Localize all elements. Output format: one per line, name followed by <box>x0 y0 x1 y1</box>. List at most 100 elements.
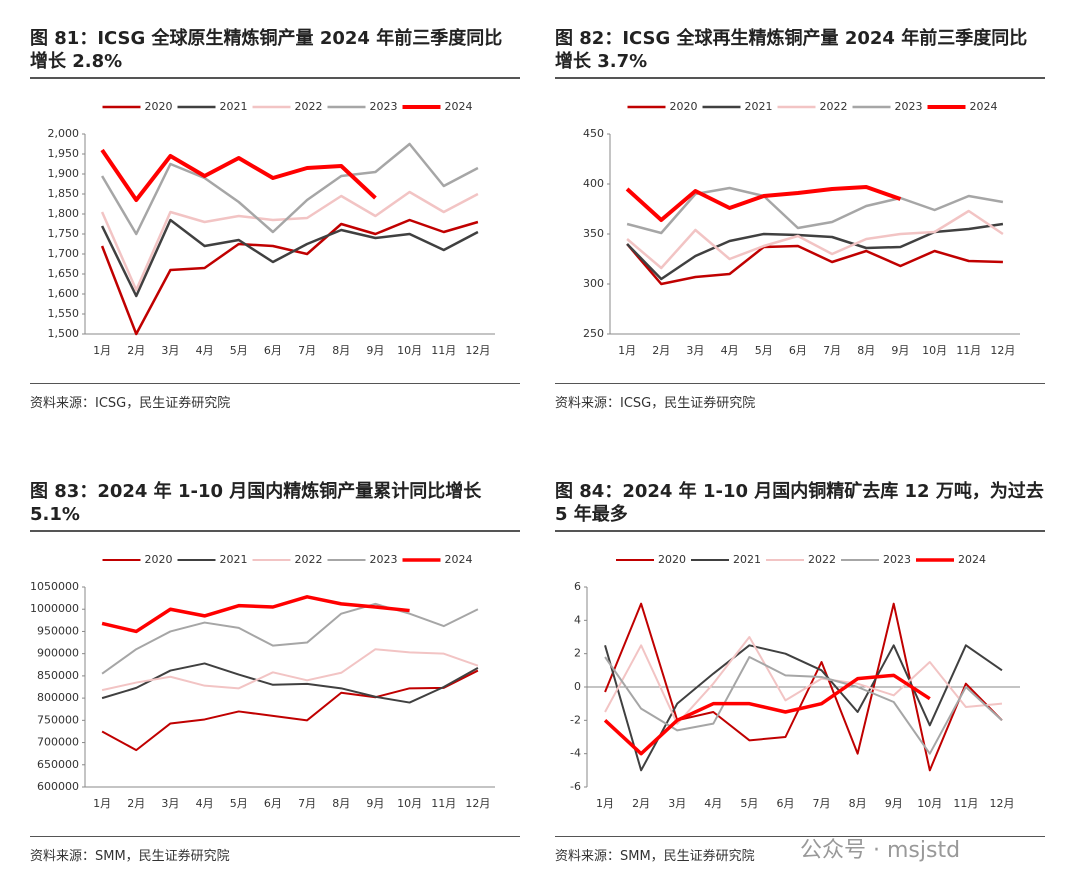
y-tick-label: 950000 <box>37 624 79 637</box>
legend-label: 2022 <box>820 100 848 113</box>
y-tick-label: 700000 <box>37 736 79 749</box>
legend-label: 2024 <box>970 100 998 113</box>
x-tick-label: 6月 <box>789 344 807 357</box>
y-tick-label: 600000 <box>37 780 79 793</box>
x-tick-label: 11月 <box>431 797 456 810</box>
y-tick-label: 1,700 <box>48 247 80 260</box>
legend-label: 2024 <box>445 553 473 566</box>
series-line <box>625 185 902 222</box>
panel: 图 81：ICSG 全球原生精炼铜产量 2024 年前三季度同比增长 2.8% 2… <box>30 27 520 411</box>
x-tick-label: 10月 <box>922 344 947 357</box>
legend-label: 2023 <box>895 100 923 113</box>
source: 资料来源：SMM，民生证券研究院 <box>30 836 520 864</box>
legend-label: 2023 <box>370 553 398 566</box>
x-tick-label: 10月 <box>397 797 422 810</box>
legend-label: 2021 <box>220 100 248 113</box>
y-tick-label: 1,550 <box>48 307 80 320</box>
y-tick-label: 1,650 <box>48 267 80 280</box>
y-tick-label: 750000 <box>37 713 79 726</box>
x-tick-label: 4月 <box>721 344 739 357</box>
y-tick-label: 800000 <box>37 691 79 704</box>
y-tick-label: 350 <box>583 227 604 240</box>
series-line <box>101 602 479 675</box>
y-tick-label: 2 <box>574 647 581 660</box>
x-tick-label: 8月 <box>332 344 350 357</box>
legend-label: 2021 <box>733 553 761 566</box>
y-tick-label: 4 <box>574 613 581 626</box>
chart-title: 图 81：ICSG 全球原生精炼铜产量 2024 年前三季度同比增长 2.8% <box>30 27 520 79</box>
legend-label: 2020 <box>145 553 173 566</box>
x-tick-label: 5月 <box>230 344 248 357</box>
y-tick-label: 650000 <box>37 758 79 771</box>
x-tick-label: 8月 <box>857 344 875 357</box>
x-tick-label: 7月 <box>298 344 316 357</box>
x-tick-label: 3月 <box>686 344 704 357</box>
source: 资料来源：ICSG，民生证券研究院 <box>555 383 1045 411</box>
source: 资料来源：ICSG，民生证券研究院 <box>30 383 520 411</box>
chart: 2020 2021 2022 2023 2024 600000 650000 700000 75… <box>30 553 495 810</box>
series-line <box>101 595 410 634</box>
chart: 2020 2021 2022 2023 2024 -6 -4 -2 0 2 4 6 1月 2月 3月 4月 5月… <box>570 553 1020 810</box>
legend-label: 2021 <box>745 100 773 113</box>
series-line <box>604 644 1003 772</box>
x-tick-label: 5月 <box>740 797 758 810</box>
source: 资料来源：SMM，民生证券研究院 <box>555 836 1045 864</box>
x-tick-label: 8月 <box>332 797 350 810</box>
y-tick-label: -6 <box>570 780 581 793</box>
x-tick-label: 2月 <box>652 344 670 357</box>
y-tick-label: 1,500 <box>48 327 80 340</box>
panel: 图 82：ICSG 全球再生精炼铜产量 2024 年前三季度同比增长 3.7% 2… <box>555 27 1045 411</box>
x-tick-label: 9月 <box>891 344 909 357</box>
legend-label: 2020 <box>670 100 698 113</box>
watermark: 公众号 · msjstd <box>800 838 961 863</box>
x-tick-label: 11月 <box>956 344 981 357</box>
y-tick-label: 6 <box>574 580 581 593</box>
x-tick-label: 10月 <box>397 344 422 357</box>
legend-label: 2022 <box>295 100 323 113</box>
x-tick-label: 9月 <box>885 797 903 810</box>
legend-label: 2023 <box>370 100 398 113</box>
chart-title: 图 84：2024 年 1-10 月国内铜精矿去库 12 万吨，为过去 5 年最… <box>555 480 1045 532</box>
series-line <box>626 186 1004 235</box>
y-tick-label: 1,600 <box>48 287 80 300</box>
chart: 2020 2021 2022 2023 2024 1,500 1,550 1,600 1,650… <box>48 100 495 357</box>
chart-title: 图 83：2024 年 1-10 月国内精炼铜产量累计同比增长 5.1% <box>30 480 520 532</box>
x-tick-label: 1月 <box>93 797 111 810</box>
x-tick-label: 7月 <box>813 797 831 810</box>
chart-title: 图 82：ICSG 全球再生精炼铜产量 2024 年前三季度同比增长 3.7% <box>555 27 1045 79</box>
y-tick-label: 1050000 <box>30 580 79 593</box>
y-tick-label: 1,900 <box>48 167 80 180</box>
legend-label: 2023 <box>883 553 911 566</box>
x-tick-label: 6月 <box>264 344 282 357</box>
x-tick-label: 8月 <box>849 797 867 810</box>
x-tick-label: 1月 <box>618 344 636 357</box>
x-tick-label: 4月 <box>196 797 214 810</box>
series-line <box>101 669 479 752</box>
y-tick-label: 400 <box>583 177 604 190</box>
legend-label: 2022 <box>295 553 323 566</box>
y-tick-label: 1000000 <box>30 602 79 615</box>
x-tick-label: 4月 <box>196 344 214 357</box>
x-tick-label: 11月 <box>953 797 978 810</box>
series-line <box>100 218 479 298</box>
series-line <box>101 648 479 692</box>
series-line <box>101 662 479 704</box>
y-tick-label: 850000 <box>37 669 79 682</box>
y-tick-label: 1,750 <box>48 227 80 240</box>
legend-label: 2021 <box>220 553 248 566</box>
x-tick-label: 3月 <box>161 797 179 810</box>
y-tick-label: 1,800 <box>48 207 80 220</box>
x-tick-label: 2月 <box>127 797 145 810</box>
legend-label: 2022 <box>808 553 836 566</box>
x-tick-label: 12月 <box>465 797 490 810</box>
legend-label: 2020 <box>658 553 686 566</box>
x-tick-label: 5月 <box>755 344 773 357</box>
x-tick-label: 6月 <box>264 797 282 810</box>
chart: 2020 2021 2022 2023 2024 250 300 350 400 450 1月 2月 3… <box>583 100 1020 357</box>
series-line <box>101 142 479 236</box>
y-tick-label: 450 <box>583 127 604 140</box>
series-line <box>100 218 479 336</box>
y-tick-label: 250 <box>583 327 604 340</box>
y-tick-label: 2,000 <box>48 127 80 140</box>
y-tick-label: 300 <box>583 277 604 290</box>
